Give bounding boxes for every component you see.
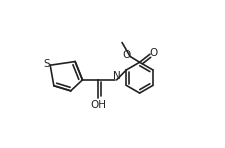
Text: S: S [44, 59, 50, 69]
Text: OH: OH [90, 100, 106, 110]
Text: O: O [149, 48, 157, 58]
Text: O: O [123, 50, 131, 60]
Text: N: N [112, 71, 120, 81]
